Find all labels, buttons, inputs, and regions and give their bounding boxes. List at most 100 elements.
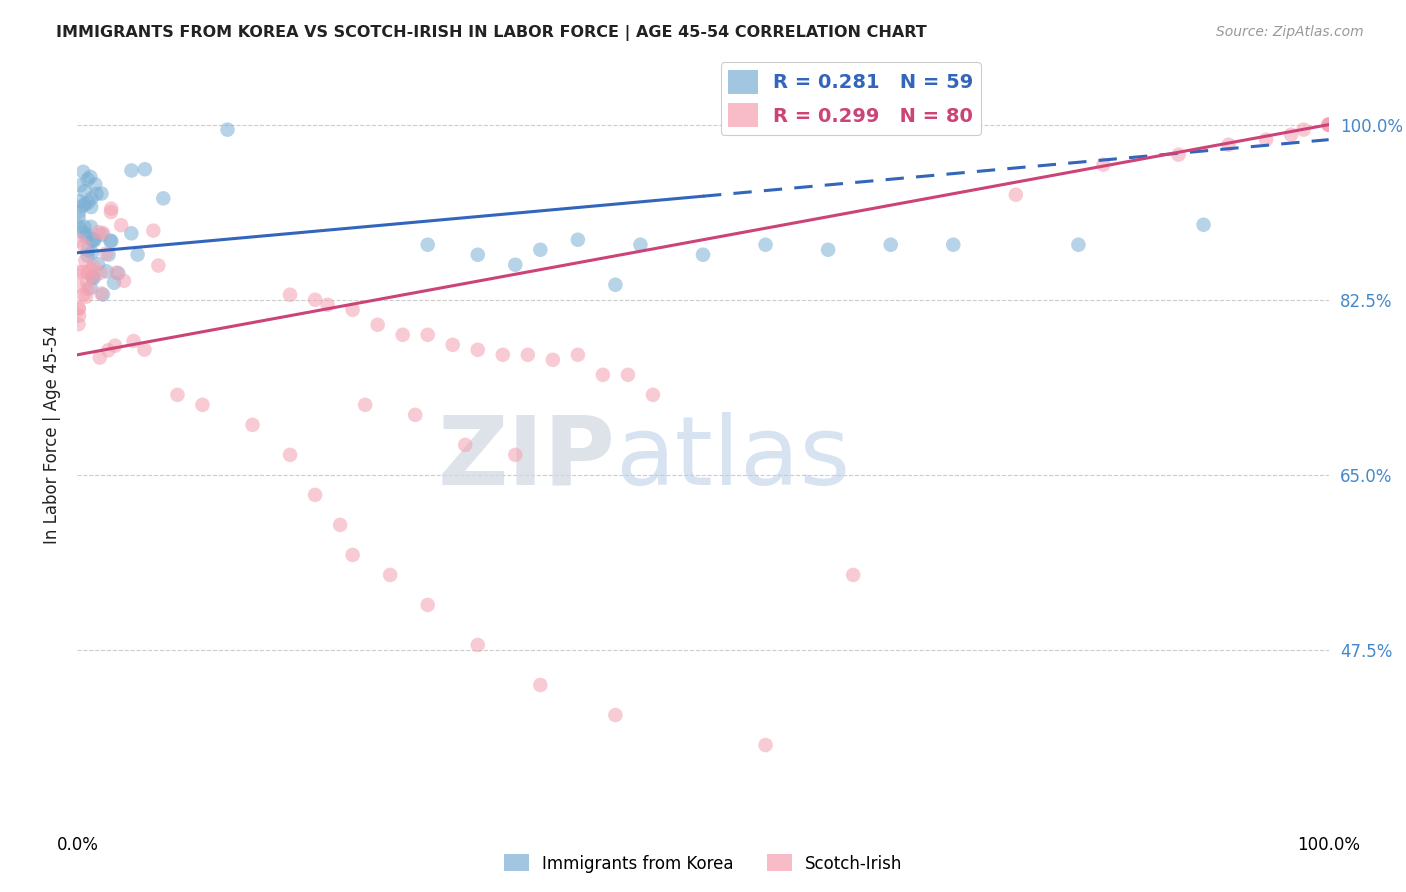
Point: [122, 334, 145, 348]
Point: [166, 388, 188, 402]
Point: [97, 343, 120, 358]
Point: [605, 277, 627, 292]
Text: atlas: atlas: [616, 412, 851, 505]
Point: [278, 448, 301, 462]
Point: [77, 195, 100, 210]
Point: [105, 266, 128, 280]
Point: [755, 237, 778, 252]
Point: [82, 234, 104, 248]
Point: [842, 568, 865, 582]
Point: [367, 318, 389, 332]
Point: [191, 398, 214, 412]
Point: [103, 276, 125, 290]
Point: [148, 259, 170, 273]
Point: [67, 265, 90, 279]
Point: [278, 287, 301, 301]
Point: [96, 246, 118, 260]
Point: [107, 266, 129, 280]
Point: [342, 302, 364, 317]
Point: [80, 270, 103, 285]
Point: [91, 227, 114, 242]
Text: IMMIGRANTS FROM KOREA VS SCOTCH-IRISH IN LABOR FORCE | AGE 45-54 CORRELATION CHA: IMMIGRANTS FROM KOREA VS SCOTCH-IRISH IN…: [56, 25, 927, 41]
Point: [942, 237, 965, 252]
Point: [98, 234, 121, 248]
Point: [91, 287, 114, 301]
Point: [617, 368, 640, 382]
Point: [1317, 118, 1340, 132]
Legend: R = 0.281   N = 59, R = 0.299   N = 80: R = 0.281 N = 59, R = 0.299 N = 80: [720, 62, 981, 135]
Point: [87, 225, 110, 239]
Point: [242, 417, 264, 432]
Point: [80, 191, 103, 205]
Point: [342, 548, 364, 562]
Point: [75, 290, 97, 304]
Point: [76, 227, 98, 242]
Point: [104, 339, 127, 353]
Point: [592, 368, 614, 382]
Point: [67, 302, 90, 317]
Point: [80, 262, 103, 277]
Point: [467, 638, 489, 652]
Point: [329, 517, 352, 532]
Point: [67, 318, 90, 332]
Point: [454, 438, 477, 452]
Point: [630, 237, 652, 252]
Point: [1279, 128, 1302, 142]
Point: [567, 348, 589, 362]
Point: [67, 219, 90, 234]
Point: [142, 224, 165, 238]
Point: [67, 233, 90, 247]
Point: [1256, 133, 1278, 147]
Point: [1192, 218, 1215, 232]
Point: [67, 205, 90, 219]
Point: [90, 286, 112, 301]
Point: [441, 338, 464, 352]
Point: [1067, 237, 1090, 252]
Point: [541, 352, 564, 367]
Point: [97, 247, 120, 261]
Point: [83, 270, 105, 285]
Point: [82, 259, 104, 273]
Point: [100, 205, 122, 219]
Point: [80, 245, 103, 260]
Point: [127, 247, 149, 261]
Point: [134, 162, 156, 177]
Point: [76, 172, 98, 186]
Point: [1005, 187, 1028, 202]
Point: [641, 388, 664, 402]
Point: [100, 234, 122, 248]
Point: [76, 266, 98, 280]
Point: [391, 327, 413, 342]
Point: [380, 568, 402, 582]
Y-axis label: In Labor Force | Age 45-54: In Labor Force | Age 45-54: [42, 326, 60, 544]
Point: [516, 348, 538, 362]
Point: [73, 184, 96, 198]
Point: [112, 274, 135, 288]
Point: [529, 678, 551, 692]
Point: [567, 233, 589, 247]
Point: [73, 197, 96, 211]
Point: [416, 598, 439, 612]
Point: [82, 232, 104, 246]
Point: [76, 276, 98, 290]
Point: [75, 229, 97, 244]
Point: [152, 191, 174, 205]
Point: [67, 194, 90, 209]
Point: [120, 227, 142, 241]
Point: [73, 219, 96, 234]
Point: [110, 218, 132, 232]
Point: [87, 257, 110, 271]
Point: [72, 165, 94, 179]
Point: [82, 269, 104, 284]
Point: [755, 738, 778, 752]
Point: [467, 343, 489, 357]
Point: [96, 264, 118, 278]
Point: [505, 258, 527, 272]
Point: [134, 343, 156, 357]
Point: [90, 186, 112, 201]
Point: [72, 287, 94, 301]
Point: [76, 243, 98, 257]
Point: [1317, 118, 1340, 132]
Point: [100, 202, 122, 216]
Point: [1092, 158, 1115, 172]
